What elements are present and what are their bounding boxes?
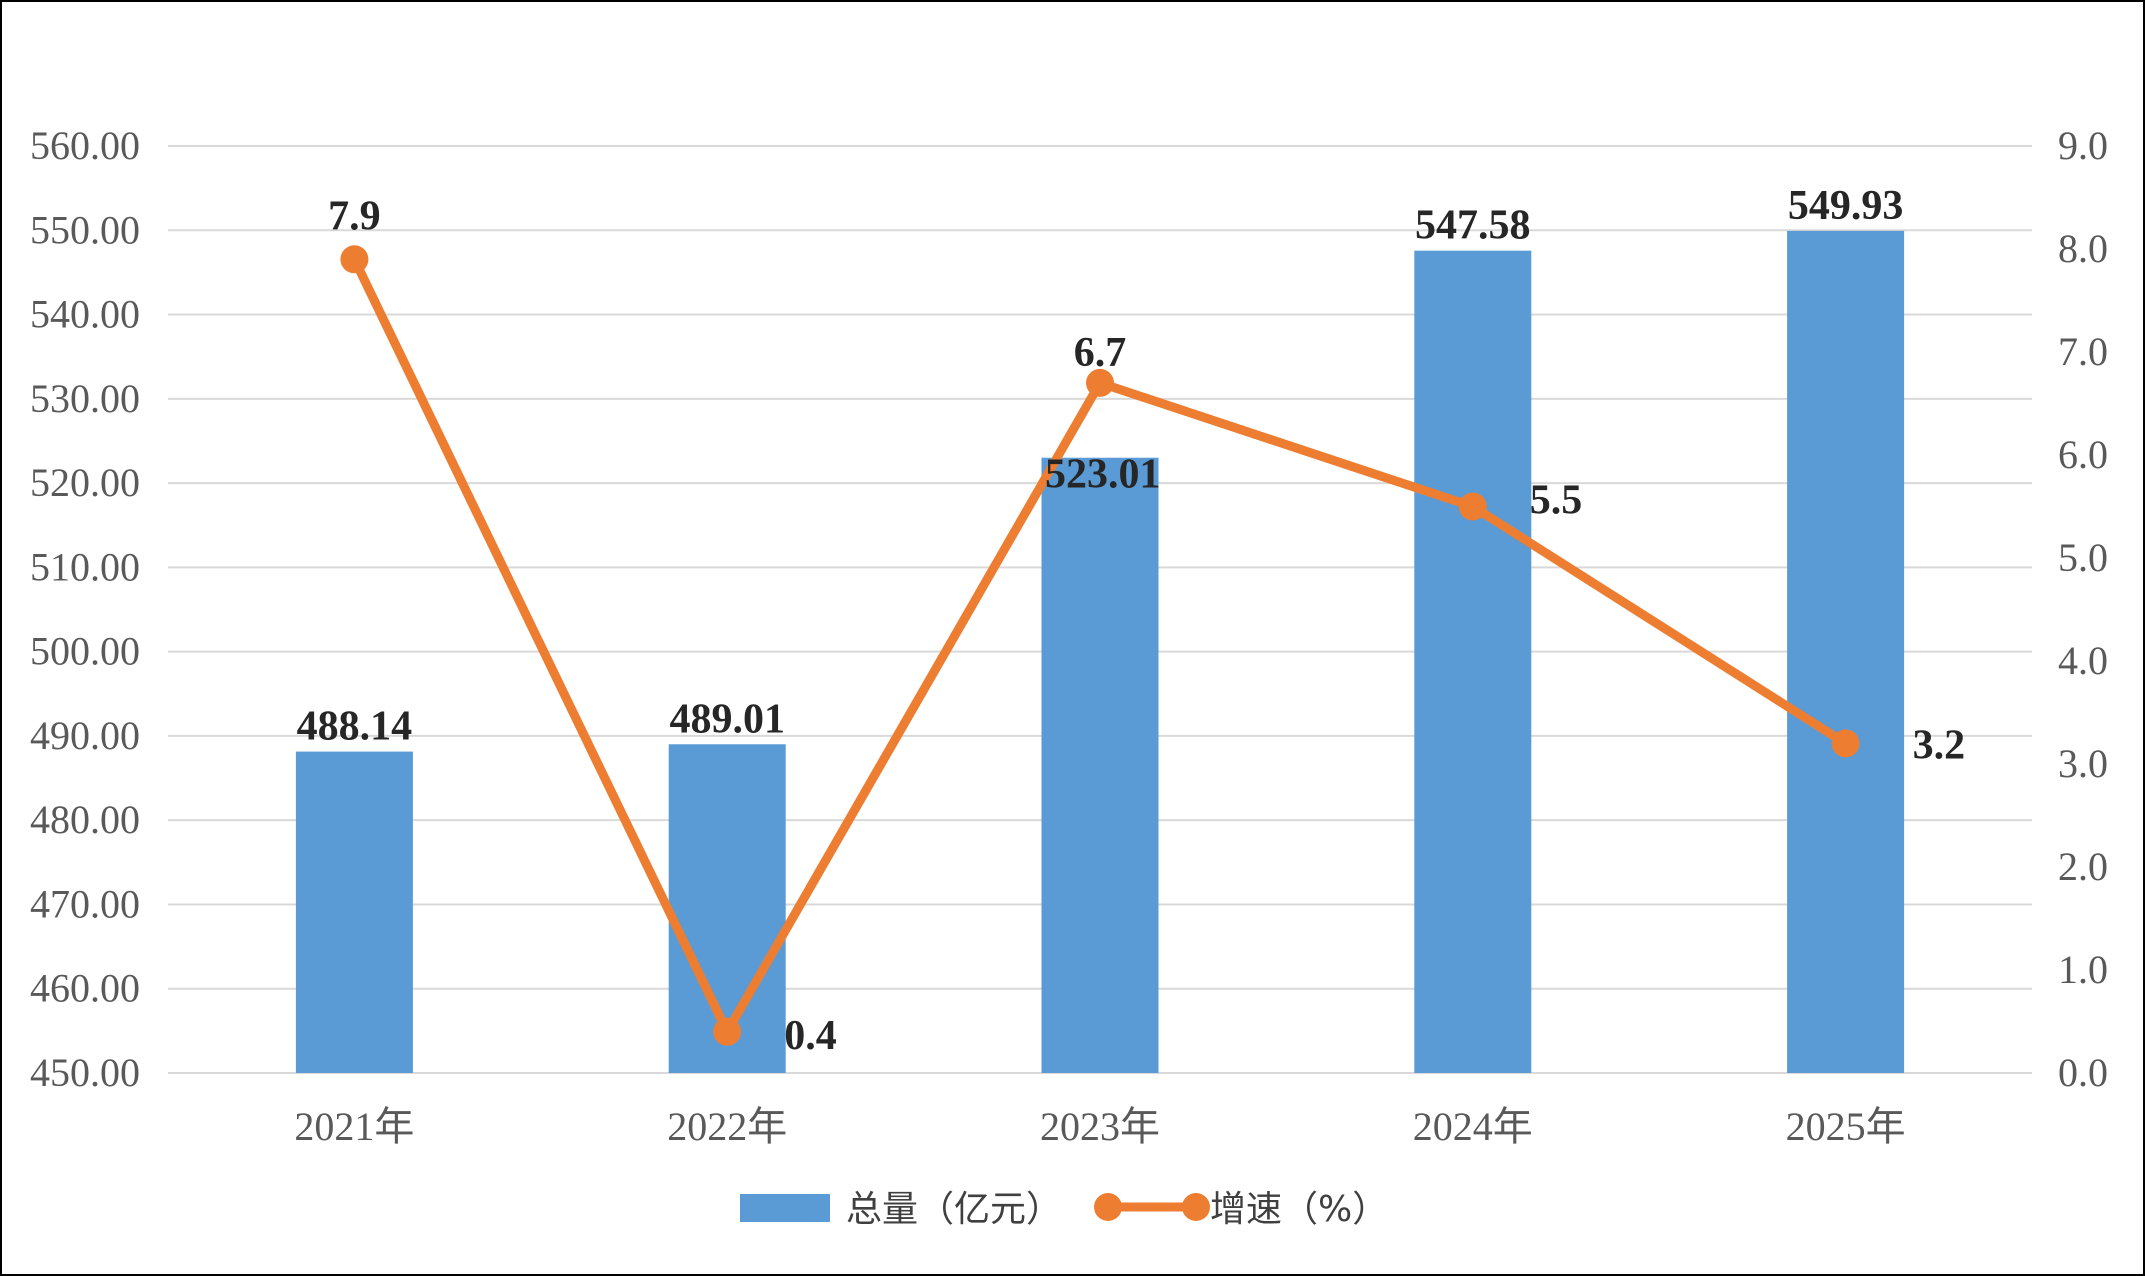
bar-value-label: 488.14 (297, 704, 413, 750)
legend-marker (1094, 1193, 1122, 1221)
y-left-tick-label: 450.00 (30, 1050, 140, 1095)
x-category-label: 2024年 (1413, 1104, 1533, 1149)
y-right-tick-label: 1.0 (2058, 947, 2108, 992)
legend-swatch-bar (740, 1194, 830, 1222)
bar-value-label: 549.93 (1788, 183, 1904, 229)
line-value-label: 0.4 (784, 1013, 837, 1059)
x-category-label: 2021年 (294, 1104, 414, 1149)
y-left-tick-label: 560.00 (30, 123, 140, 168)
line-value-label: 3.2 (1913, 722, 1966, 768)
y-left-tick-label: 520.00 (30, 460, 140, 505)
bar (1787, 230, 1905, 1073)
legend-marker (1182, 1193, 1210, 1221)
y-left-tick-label: 550.00 (30, 207, 140, 252)
bar-value-label: 489.01 (669, 696, 785, 742)
x-category-label: 2025年 (1786, 1104, 1906, 1149)
bar-value-label: 547.58 (1415, 203, 1531, 249)
y-right-tick-label: 9.0 (2058, 123, 2108, 168)
y-left-tick-label: 510.00 (30, 544, 140, 589)
y-left-tick-label: 540.00 (30, 292, 140, 337)
legend-label-total: 总量（亿元） (846, 1189, 1062, 1230)
growth-point (1831, 729, 1860, 758)
y-right-tick-label: 8.0 (2058, 226, 2108, 271)
y-left-tick-label: 470.00 (30, 881, 140, 926)
line-value-label: 5.5 (1530, 478, 1583, 524)
growth-point (1086, 368, 1114, 397)
growth-point (340, 245, 369, 274)
y-right-tick-label: 0.0 (2058, 1050, 2108, 1095)
y-right-tick-label: 5.0 (2058, 535, 2108, 580)
bar-value-label: 523.01 (1045, 452, 1161, 498)
bar (295, 751, 413, 1073)
growth-point (1458, 492, 1487, 521)
y-right-tick-label: 6.0 (2058, 432, 2108, 477)
y-right-tick-label: 7.0 (2058, 329, 2108, 374)
x-category-label: 2023年 (1040, 1104, 1160, 1149)
legend-label-growth: 增速（%） (1210, 1189, 1388, 1230)
y-left-tick-label: 530.00 (30, 376, 140, 421)
line-value-label: 7.9 (328, 193, 381, 239)
bar (1414, 250, 1532, 1073)
y-left-tick-label: 460.00 (30, 966, 140, 1011)
y-right-tick-label: 4.0 (2058, 638, 2108, 683)
growth-point (713, 1017, 742, 1046)
y-left-tick-label: 480.00 (30, 797, 140, 842)
x-category-label: 2022年 (667, 1104, 787, 1149)
y-left-tick-label: 500.00 (30, 629, 140, 674)
line-value-label: 6.7 (1074, 330, 1127, 376)
y-left-tick-label: 490.00 (30, 713, 140, 758)
bar (1041, 457, 1159, 1073)
y-right-tick-label: 2.0 (2058, 844, 2108, 889)
y-right-tick-label: 3.0 (2058, 741, 2108, 786)
